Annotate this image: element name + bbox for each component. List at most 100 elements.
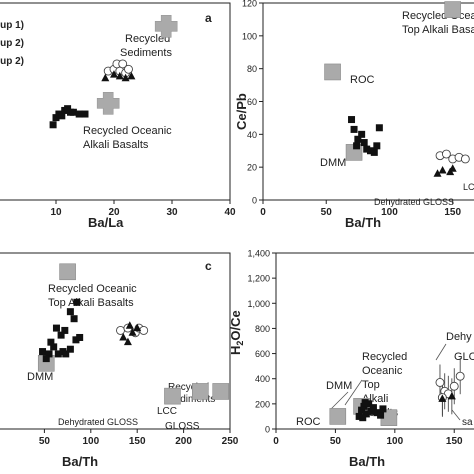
x-tick-label: 30	[166, 207, 178, 218]
annotation-recycled-oceanic-top-c2: Top Alkali Basalts	[48, 297, 134, 309]
point-square	[50, 343, 58, 351]
panel-d-x-ticks: 0 50 100 150	[273, 429, 463, 447]
point-triangle	[433, 169, 442, 177]
x-tick-label: 150	[446, 436, 463, 447]
y-tick-label: 200	[255, 399, 270, 409]
panel-a: a oup 1) oup 2) oup 2) 10 20 30 40 Ba/La Re…	[0, 2, 236, 230]
x-tick-label: 0	[273, 436, 279, 447]
panel-b: 0 20 40 60 80 100 120 0 50 100 150 Ba/Th Ce/Pb Re…	[234, 0, 474, 230]
point-circle	[139, 325, 149, 335]
point-square-big	[444, 1, 462, 18]
point-square	[375, 124, 383, 132]
panel-b-y-ticks: 0 20 40 60 80 100 120	[242, 0, 263, 206]
annotation-dehydrated-gloss: Dehydrated GLOSS	[374, 197, 454, 207]
x-tick-label: 0	[260, 207, 266, 218]
point-circle	[460, 154, 470, 164]
leader-line-dmm	[329, 391, 349, 411]
annotation-dehydrated-gloss-c: Dehydrated GLOSS	[58, 417, 138, 427]
annotation-recycled-sediments-c2: Sediments	[168, 394, 215, 405]
x-tick-label: 50	[39, 436, 51, 447]
x-tick-label: 200	[175, 436, 192, 447]
panel-a-annotations: Recycled Sediments Recycled Oceanic Alka…	[83, 33, 172, 151]
point-square	[81, 110, 89, 118]
annotation-glc: GLC	[454, 351, 474, 363]
annotation-dmm-d: DMM	[326, 380, 352, 392]
y-tick-label: 600	[255, 349, 270, 359]
point-triangle	[128, 328, 137, 336]
point-square	[61, 326, 69, 334]
point-square	[348, 116, 356, 124]
panel-b-annotations: Recycled Oceanic Top Alkali Basalts ROC …	[320, 10, 474, 207]
panel-d-y-ticks: 0 200 400 600 800 1,000 1,200 1,400	[247, 249, 276, 435]
panel-b-xlabel: Ba/Th	[345, 215, 381, 230]
point-circle	[455, 371, 465, 381]
panel-c-frame	[0, 252, 231, 430]
panel-a-legend-3: oup 2)	[0, 56, 24, 67]
x-tick-label: 20	[108, 207, 120, 218]
panel-c: c 50 100 150 200 250 Ba/Th Recycled Oceanic …	[0, 252, 239, 469]
point-square-big	[329, 408, 347, 425]
point-triangle	[438, 165, 447, 174]
annotation-roc: ROC	[350, 74, 375, 86]
annotation-dehy: Dehy	[446, 331, 472, 343]
panel-b-ylabel: Ce/Pb	[234, 93, 249, 130]
x-tick-label: 50	[321, 207, 333, 218]
panel-a-x-ticks: 10 20 30 40	[50, 200, 236, 218]
y-tick-label: 120	[242, 0, 257, 9]
point-square	[72, 336, 80, 344]
panel-d: 0 200 400 600 800 1,000 1,200 1,400 0 50 100 150 B…	[228, 249, 474, 469]
point-square	[358, 406, 366, 414]
y-tick-label: 1,000	[247, 299, 270, 309]
annotation-recycled-oceanic-top-c1: Recycled Oceanic	[48, 283, 137, 295]
point-square	[363, 145, 371, 153]
leader-line-rotab	[344, 379, 363, 406]
point-square	[358, 130, 366, 138]
point-square	[354, 135, 362, 143]
annotation-lcc: LCC	[463, 182, 474, 192]
panel-d-ylabel: H2O/Ce	[228, 310, 245, 355]
y-tick-label: 0	[265, 425, 270, 435]
point-square	[369, 404, 377, 412]
annotation-recycled-oceanic-top-2: Top Alkali Basalts	[402, 24, 474, 36]
annotation-roc-d: ROC	[296, 416, 321, 428]
y-tick-label: 0	[252, 196, 257, 206]
point-triangle	[115, 71, 124, 80]
annotation-recycled-oceanic-top-1: Recycled Oceanic	[402, 10, 474, 22]
y-tick-label: 1,400	[247, 249, 270, 259]
point-square	[70, 315, 78, 323]
y-tick-label: 40	[247, 130, 257, 140]
panel-c-marks	[37, 263, 230, 405]
annotation-rotab-2: Oceanic	[362, 365, 403, 377]
x-tick-label: 150	[444, 207, 461, 218]
point-square-big	[324, 63, 341, 81]
point-triangle	[125, 321, 134, 329]
point-square	[62, 350, 70, 358]
annotation-recycled-sediments-2: Sediments	[120, 47, 172, 59]
point-square	[379, 405, 387, 413]
point-square	[52, 324, 60, 332]
point-square	[370, 148, 378, 156]
panel-c-letter: c	[205, 259, 212, 273]
point-square	[73, 298, 81, 306]
y-tick-label: 80	[247, 64, 257, 74]
panel-a-legend-1: oup 1)	[0, 20, 24, 31]
point-triangle	[438, 394, 447, 402]
panel-d-marks	[329, 358, 465, 426]
annotation-recycled-oceanic-1: Recycled Oceanic	[83, 125, 172, 137]
panel-d-xlabel: Ba/Th	[349, 454, 385, 469]
point-triangle	[101, 73, 110, 82]
panel-a-xlabel: Ba/La	[88, 215, 124, 230]
annotation-rotab-3: Top	[362, 379, 380, 391]
panel-c-xlabel: Ba/Th	[62, 454, 98, 469]
leader-line-dehy	[435, 343, 447, 361]
x-tick-label: 100	[82, 436, 99, 447]
point-triangle	[123, 337, 132, 346]
point-square	[365, 400, 373, 408]
annotation-recycled-sediments-1: Recycled	[125, 33, 170, 45]
point-circle	[118, 59, 128, 69]
annotation-lcc-c: LCC	[157, 406, 177, 417]
annotation-gloss-c: GLOSS	[165, 421, 200, 432]
annotation-dmm-c: DMM	[27, 371, 53, 383]
x-tick-label: 50	[330, 436, 342, 447]
x-tick-label: 250	[222, 436, 239, 447]
